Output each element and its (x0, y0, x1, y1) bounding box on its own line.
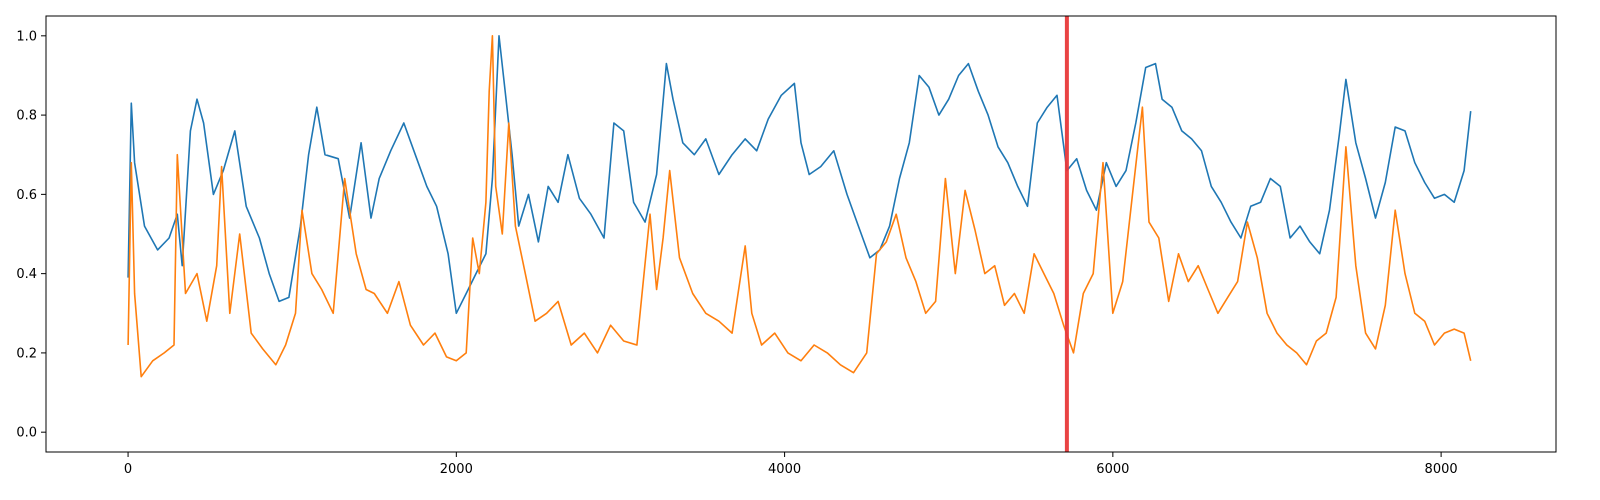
series-line-2 (127, 34, 1472, 378)
y-tick-label: 0.0 (16, 426, 37, 441)
series-layer (127, 34, 1472, 378)
y-tick-label: 0.6 (16, 188, 37, 203)
y-tick-label: 0.8 (16, 109, 37, 124)
y-tick-label: 0.4 (16, 267, 37, 282)
x-tick-label: 0 (124, 462, 132, 477)
y-axis: 0.0 0.2 0.4 0.6 0.8 1.0 (16, 29, 46, 441)
series-line-1 (127, 34, 1472, 315)
x-tick-label: 2000 (440, 462, 473, 477)
x-axis: 0 2000 4000 6000 8000 (124, 452, 1458, 477)
x-tick-label: 8000 (1425, 462, 1458, 477)
y-tick-label: 1.0 (16, 29, 37, 44)
plot-frame (45, 15, 1557, 453)
x-tick-label: 4000 (768, 462, 801, 477)
y-tick-label: 0.2 (16, 346, 37, 361)
x-tick-label: 6000 (1096, 462, 1129, 477)
